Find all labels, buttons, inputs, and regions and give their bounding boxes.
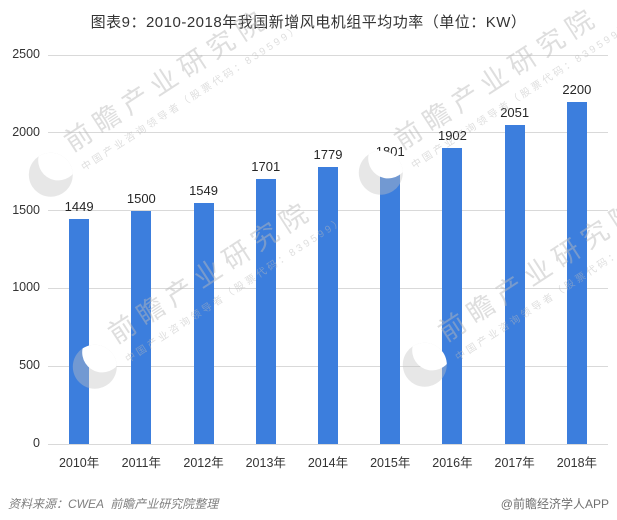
bar-2012年	[193, 202, 214, 444]
y-tick-label: 0	[33, 436, 40, 450]
x-tick-label: 2014年	[307, 456, 349, 470]
bar-2015年	[380, 163, 401, 444]
source-note: 资料来源：CWEA 前瞻产业研究院整理	[8, 497, 219, 511]
x-tick-label: 2016年	[432, 456, 473, 470]
y-tick-label: 1000	[12, 280, 40, 295]
bar-2017年	[504, 124, 525, 444]
bar-2010年	[69, 218, 90, 444]
bar-2016年	[442, 148, 463, 444]
x-tick-label: 2011年	[121, 456, 162, 470]
bar-2014年	[318, 167, 338, 444]
bar-value-label: 1701	[251, 159, 281, 175]
y-tick-label: 1500	[12, 202, 40, 217]
bar-value-label: 1902	[437, 128, 467, 144]
bar-2018年	[566, 101, 587, 444]
gridline-y-2000	[48, 132, 608, 134]
x-tick-label: 2012年	[183, 456, 224, 470]
bar-value-label: 1801	[375, 143, 405, 159]
bar-value-label: 1549	[189, 182, 218, 198]
x-tick-label: 2010年	[58, 456, 100, 470]
x-tick-label: 2018年	[556, 456, 598, 470]
x-tick-label: 2013年	[245, 456, 286, 470]
x-tick-label: 2017年	[494, 456, 535, 470]
x-tick-label: 2015年	[370, 456, 411, 470]
bar-value-label: 2200	[562, 81, 592, 97]
bar-2013年	[255, 179, 276, 444]
y-tick-label: 2500	[12, 47, 40, 61]
y-tick-label: 2000	[12, 124, 40, 139]
gridline-y-0	[48, 443, 608, 445]
credit-note: @前瞻经济学人APP	[500, 497, 609, 511]
bar-value-label: 1500	[126, 190, 156, 206]
bar-2011年	[131, 210, 152, 444]
bar-value-label: 2051	[500, 104, 530, 120]
gridline-y-2500	[48, 54, 608, 56]
bar-value-label: 1449	[64, 198, 94, 214]
chart-title: 图表9：2010-2018年我国新增风电机组平均功率（单位：KW）	[90, 14, 527, 31]
bar-value-label: 1779	[313, 147, 343, 163]
y-tick-label: 500	[19, 358, 40, 373]
